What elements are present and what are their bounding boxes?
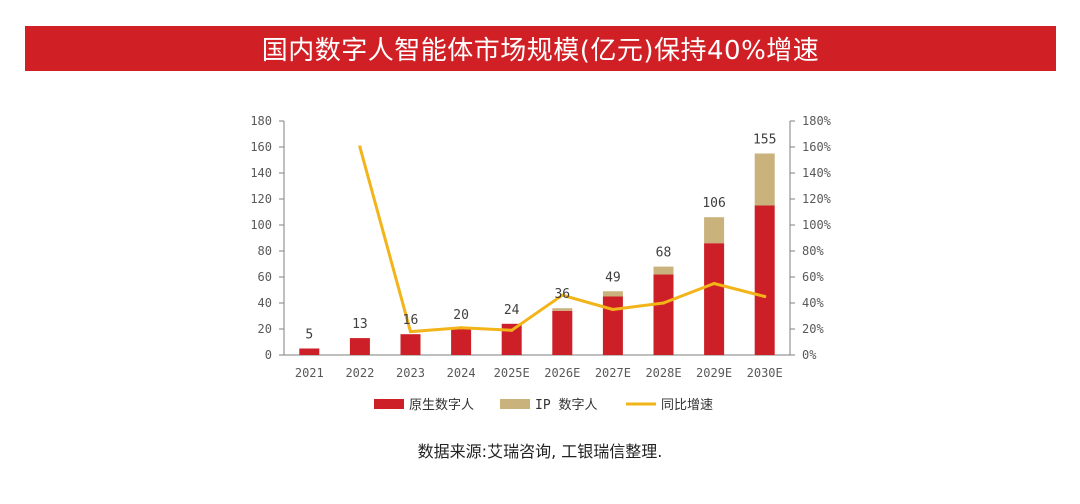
legend-label: IP 数字人 (535, 398, 597, 413)
left-axis-tick-label: 20 (258, 322, 272, 336)
left-axis-tick-label: 80 (258, 244, 272, 258)
growth-rate-point (408, 330, 413, 334)
bar-ip-digital-human (754, 153, 775, 206)
right-axis-tick-label: 180% (802, 114, 832, 128)
growth-rate-point (510, 328, 514, 332)
right-axis-tick-label: 80% (802, 244, 824, 258)
left-axis-tick-label: 140 (250, 166, 272, 180)
bar-total-data-label: 49 (605, 270, 621, 285)
growth-rate-point (611, 307, 615, 312)
x-axis-category-label: 2022 (345, 366, 374, 380)
legend-label: 同比增速 (661, 398, 713, 413)
left-axis-tick-label: 160 (250, 140, 272, 154)
bar-native-digital-human (602, 296, 623, 355)
growth-rate-point (358, 145, 362, 149)
right-axis-tick-label: 140% (802, 166, 832, 180)
right-axis-tick-label: 40% (802, 296, 824, 310)
left-axis-tick-label: 180 (250, 114, 272, 128)
growth-rate-point (560, 293, 564, 297)
x-axis-category-label: 2028E (645, 366, 681, 380)
x-axis-category-label: 2025E (494, 366, 530, 380)
growth-rate-line (358, 146, 766, 334)
bar-native-digital-human (653, 274, 674, 355)
right-axis-tick-label: 0% (802, 348, 817, 362)
left-axis-tick-label: 40 (258, 296, 272, 310)
left-axis-tick-label: 120 (250, 192, 272, 206)
growth-rate-point (459, 326, 463, 330)
bar-total-data-label: 13 (352, 317, 368, 332)
right-axis-tick-label: 20% (802, 322, 824, 336)
chart-title-banner: 国内数字人智能体市场规模(亿元)保持40%增速 (25, 26, 1056, 71)
left-axis-tick-label: 100 (250, 218, 272, 232)
bar-native-digital-human (704, 243, 725, 355)
right-axis-tick-label: 60% (802, 270, 824, 284)
legend-swatch-ip (500, 399, 530, 409)
bar-total-data-label: 20 (453, 308, 469, 323)
bar-total-data-label: 106 (702, 196, 725, 211)
bar-total-data-label: 16 (403, 313, 419, 328)
x-axis-category-label: 2024 (447, 366, 476, 380)
bar-total-data-label: 24 (504, 303, 520, 318)
x-axis-category-label: 2026E (544, 366, 580, 380)
legend-label: 原生数字人 (409, 398, 474, 413)
growth-rate-point (712, 281, 716, 286)
bar-native-digital-human (754, 205, 775, 355)
bar-total-data-label: 5 (305, 328, 313, 343)
growth-rate-point (661, 301, 666, 305)
bar-ip-digital-human (704, 217, 725, 244)
left-axis-tick-label: 0 (265, 348, 272, 362)
bar-ip-digital-human (653, 266, 674, 275)
legend-swatch-native (374, 399, 404, 409)
bar-native-digital-human (400, 334, 421, 355)
bar-native-digital-human (349, 338, 370, 355)
bar-total-data-label: 68 (656, 246, 672, 261)
data-source-note: 数据来源:艾瑞咨询, 工银瑞信整理. (417, 442, 663, 461)
right-axis-tick-label: 160% (802, 140, 832, 154)
x-axis-category-label: 2029E (696, 366, 732, 380)
x-axis-category-label: 2021 (295, 366, 324, 380)
left-axis-tick-label: 60 (258, 270, 272, 284)
growth-rate-point (763, 294, 767, 299)
x-axis-category-label: 2023 (396, 366, 425, 380)
bar-total-data-label: 36 (554, 287, 570, 302)
bar-native-digital-human (501, 323, 522, 355)
right-axis-tick-label: 100% (802, 218, 832, 232)
bar-ip-digital-human (552, 308, 573, 311)
bar-native-digital-human (552, 310, 573, 355)
bar-native-digital-human (299, 348, 320, 355)
chart-title: 国内数字人智能体市场规模(亿元)保持40%增速 (261, 36, 820, 66)
bar-ip-digital-human (602, 291, 623, 297)
right-axis-tick-label: 120% (802, 192, 832, 206)
bar-native-digital-human (451, 329, 472, 355)
bar-total-data-label: 155 (753, 133, 776, 148)
x-axis-category-label: 2027E (595, 366, 631, 380)
x-axis-category-label: 2030E (747, 366, 783, 380)
